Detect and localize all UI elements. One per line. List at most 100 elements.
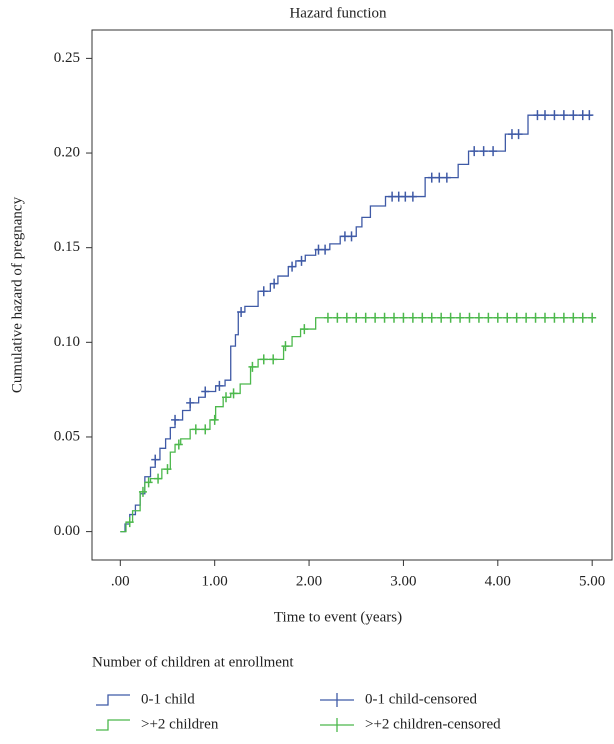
censor-mark — [281, 341, 290, 352]
censor-mark — [248, 361, 257, 372]
censor-mark — [399, 312, 408, 323]
censor-mark — [540, 312, 549, 323]
censor-mark — [559, 312, 568, 323]
x-tick-label: 1.00 — [202, 573, 228, 589]
censor-mark — [300, 324, 309, 335]
censor-mark — [474, 312, 483, 323]
y-tick-label: 0.15 — [54, 239, 80, 255]
censor-mark — [442, 172, 451, 183]
censor-mark — [323, 312, 332, 323]
censor-mark — [201, 386, 210, 397]
censor-mark — [389, 312, 398, 323]
censor-mark — [361, 312, 370, 323]
censor-mark — [371, 312, 380, 323]
legend-label: >+2 children — [141, 716, 219, 732]
censor-mark — [446, 312, 455, 323]
censor-mark — [533, 110, 542, 121]
censor-mark — [470, 146, 479, 157]
censor-mark — [138, 486, 147, 497]
censor-mark — [427, 312, 436, 323]
y-axis-label: Cumulative hazard of pregnancy — [9, 196, 25, 393]
x-tick-label: 5.00 — [579, 573, 605, 589]
censor-mark — [191, 424, 200, 435]
censor-mark — [550, 110, 559, 121]
censor-mark — [585, 110, 594, 121]
censor-mark — [437, 312, 446, 323]
censor-mark — [493, 312, 502, 323]
step-line — [120, 317, 593, 533]
censor-mark — [427, 172, 436, 183]
y-tick-label: 0.25 — [54, 50, 80, 66]
censor-mark — [531, 312, 540, 323]
censor-mark — [522, 312, 531, 323]
censor-mark — [418, 312, 427, 323]
censor-mark — [270, 278, 279, 289]
censor-mark — [297, 255, 306, 266]
y-tick-label: 0.10 — [54, 334, 80, 350]
y-tick-label: 0.20 — [54, 144, 80, 160]
censor-mark — [125, 517, 134, 528]
y-tick-label: 0.00 — [54, 523, 80, 539]
legend-label: 0-1 child-censored — [365, 691, 478, 707]
legend-swatch — [320, 718, 354, 732]
censor-mark — [333, 312, 342, 323]
censor-mark — [484, 312, 493, 323]
x-axis-label: Time to event (years) — [274, 609, 402, 625]
censor-mark — [512, 312, 521, 323]
censor-mark — [259, 286, 268, 297]
censor-mark — [465, 312, 474, 323]
y-tick-label: 0.05 — [54, 428, 80, 444]
censor-mark — [578, 312, 587, 323]
legend-swatch — [320, 693, 354, 707]
censor-mark — [288, 261, 297, 272]
censor-mark — [479, 146, 488, 157]
censor-mark — [321, 244, 330, 255]
censor-mark — [503, 312, 512, 323]
censor-mark — [489, 146, 498, 157]
legend-swatch — [96, 719, 130, 731]
legend-title: Number of children at enrollment — [92, 654, 294, 670]
censor-mark — [269, 354, 278, 365]
censor-mark — [588, 312, 597, 323]
legend-label: 0-1 child — [141, 691, 195, 707]
censor-mark — [342, 312, 351, 323]
censor-mark — [210, 414, 219, 425]
censor-mark — [347, 231, 356, 242]
x-tick-label: 2.00 — [296, 573, 322, 589]
censor-mark — [408, 191, 417, 202]
legend-label: >+2 children-censored — [365, 716, 501, 732]
censor-mark — [222, 392, 231, 403]
censor-mark — [408, 312, 417, 323]
censor-mark — [435, 172, 444, 183]
censor-mark — [559, 110, 568, 121]
censor-mark — [229, 388, 238, 399]
censor-mark — [186, 397, 195, 408]
censor-mark — [174, 439, 183, 450]
censor-mark — [569, 312, 578, 323]
censor-mark — [540, 110, 549, 121]
censor-mark — [237, 307, 246, 318]
censor-mark — [380, 312, 389, 323]
censor-mark — [154, 473, 163, 484]
censor-mark — [550, 312, 559, 323]
censor-mark — [259, 354, 268, 365]
x-tick-label: .00 — [111, 573, 130, 589]
x-tick-label: 3.00 — [390, 573, 416, 589]
censor-mark — [215, 380, 224, 391]
step-line — [120, 114, 593, 533]
legend-swatch — [96, 694, 130, 706]
censor-mark — [401, 191, 410, 202]
censor-mark — [163, 464, 172, 475]
x-tick-label: 4.00 — [485, 573, 511, 589]
chart-title: Hazard function — [289, 5, 387, 21]
censor-mark — [352, 312, 361, 323]
censor-mark — [514, 129, 523, 140]
censor-mark — [151, 454, 160, 465]
censor-mark — [456, 312, 465, 323]
censor-mark — [144, 477, 153, 488]
censor-mark — [201, 424, 210, 435]
censor-mark — [569, 110, 578, 121]
plot-frame — [91, 29, 613, 561]
